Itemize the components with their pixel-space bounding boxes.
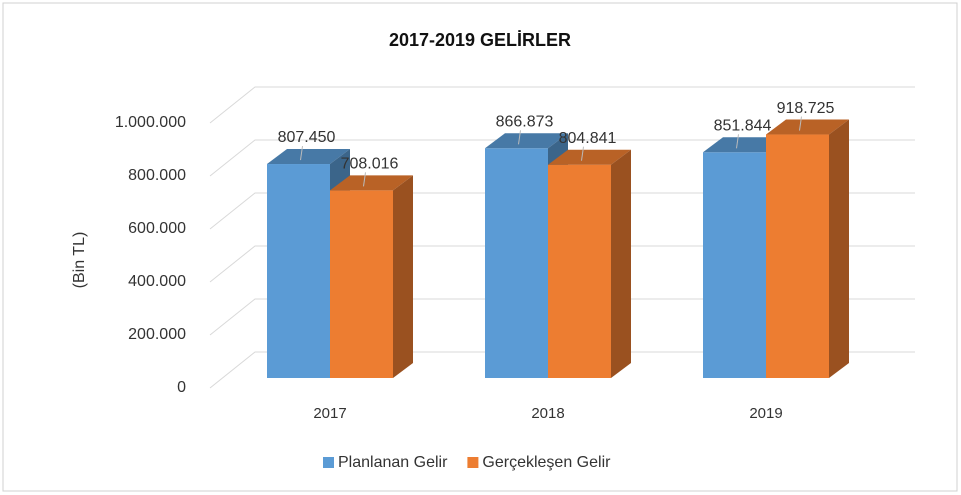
- y-tick-label: 400.000: [128, 273, 186, 290]
- leader-line: [300, 145, 303, 161]
- data-label: 708.016: [341, 156, 399, 173]
- bar-side: [829, 119, 849, 378]
- leader-line: [363, 172, 366, 187]
- x-tick-label: 2019: [749, 405, 782, 422]
- bar-side: [611, 149, 631, 378]
- bar-top: [485, 133, 568, 149]
- legend-label: Gerçekleşen Gelir: [482, 454, 611, 471]
- x-tick-label: 2018: [531, 405, 564, 422]
- y-tick-label: 1.000.000: [115, 114, 186, 131]
- bar-top: [548, 149, 631, 165]
- grid-line: [209, 139, 915, 177]
- bar-top: [703, 137, 786, 153]
- bar-side: [393, 175, 413, 378]
- bar-top: [267, 149, 350, 165]
- grid-line: [209, 351, 915, 389]
- bar-front: [766, 134, 829, 378]
- bar-top: [766, 119, 849, 135]
- bar-front: [548, 164, 611, 378]
- bar: [548, 149, 631, 378]
- bar-front: [485, 148, 548, 378]
- grid-line: [209, 298, 915, 336]
- x-tick-label: 2017: [313, 405, 346, 422]
- legend-swatch: [467, 457, 479, 468]
- grid-line: [209, 86, 915, 124]
- bar-front: [330, 190, 393, 378]
- y-tick-label: 600.000: [128, 220, 186, 237]
- leader-line: [518, 130, 521, 145]
- y-axis-label: (Bin TL): [71, 232, 88, 289]
- bar-top: [330, 175, 413, 191]
- legend-label: Planlanan Gelir: [338, 454, 448, 471]
- y-tick-label: 0: [177, 379, 186, 396]
- leader-line: [581, 146, 584, 161]
- grid-line: [209, 245, 915, 283]
- bar: [330, 175, 413, 378]
- y-tick-label: 800.000: [128, 167, 186, 184]
- y-tick-label: 200.000: [128, 326, 186, 343]
- chart-title: 2017-2019 GELİRLER: [389, 30, 571, 50]
- bar: [766, 119, 849, 378]
- legend-swatch: [323, 457, 334, 468]
- data-label: 851.844: [714, 117, 772, 134]
- data-label: 804.841: [559, 130, 617, 147]
- bar-front: [267, 164, 330, 378]
- grid-line: [209, 192, 915, 230]
- data-label: 918.725: [777, 100, 835, 117]
- data-label: 807.450: [278, 129, 336, 146]
- leader-line: [736, 134, 739, 149]
- bar-front: [703, 152, 766, 378]
- leader-line: [799, 116, 802, 131]
- data-label: 866.873: [496, 113, 554, 130]
